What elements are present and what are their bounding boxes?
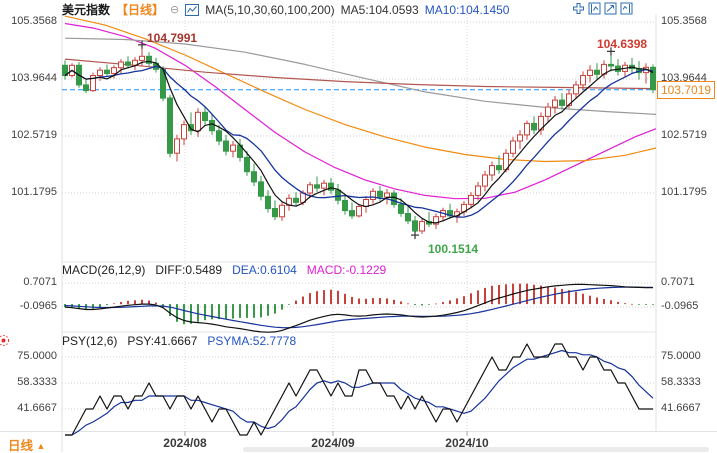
main-chart-header: 美元指数 【日线】 ⊖ MA(5,10,30,60,100,200) MA5:1… [62,1,509,18]
y-axis-label: 101.1795 [11,186,57,198]
crosshair-move-icon[interactable] [572,2,585,15]
scale-right-icon[interactable] [620,2,633,15]
macd-header: MACD(26,12,9) DIFF:0.5489 DEA:0.6104 MAC… [62,263,386,277]
psy-y-label: 75.0000 [661,350,701,362]
psy-y-label: 75.0000 [17,350,57,362]
macd-y-label: 0.7071 [661,276,695,288]
psy-y-label: 41.6667 [661,402,701,414]
triangle-up-icon: ▲ [36,441,46,451]
ma-group-label: MA(5,10,30,60,100,200) [205,2,335,17]
chart-type-icon[interactable] [185,3,200,16]
collapse-icon[interactable]: ⊖ [170,4,180,16]
pan-right-icon[interactable] [604,2,617,15]
period-high-marker: 104.7991 [147,31,198,45]
chart-toolbar [572,2,633,15]
macd-y-label: -0.0965 [19,300,57,312]
y-axis-label: 102.5719 [661,129,707,141]
macd-y-label: -0.0965 [661,300,699,312]
macd-dea-label: DEA:0.6104 [232,263,297,277]
macd-title: MACD(26,12,9) [62,263,146,277]
macd-y-label: 0.7071 [23,276,57,288]
ma5-value-label: MA5:104.0593 [340,2,419,17]
macd-diff-label: DIFF:0.5489 [155,263,223,277]
y-axis-label: 103.9644 [11,72,57,84]
psy-y-label: 41.6667 [17,402,57,414]
psy-title: PSY(12,6) [62,334,118,348]
recent-high-marker: 104.6398 [597,37,648,51]
period-selector[interactable]: 日线 ▲ [8,435,45,453]
y-axis-label: 101.1795 [661,186,707,198]
psy-y-label: 58.3333 [17,376,57,388]
psy-value-label: PSY:41.6667 [127,334,198,348]
x-axis-date-label: 2024/09 [311,436,355,450]
horizontal-scrollbar[interactable] [243,447,709,452]
y-axis-label: 105.3568 [11,15,57,27]
hot-indicator-icon[interactable] [0,334,10,347]
psy-y-label: 58.3333 [661,376,701,388]
y-axis-label: 105.3568 [661,15,707,27]
macd-value-label: MACD:-0.1229 [306,263,387,277]
symbol-name: 美元指数 [62,3,111,17]
period-tag[interactable]: 【日线】 [116,3,165,17]
x-axis-date-label: 2024/08 [163,436,207,450]
ma10-value-label: MA10:104.1450 [424,2,510,17]
period-low-marker: 100.1514 [428,242,479,256]
period-selector-label: 日线 [8,439,34,453]
y-axis-label: 102.5719 [11,129,57,141]
x-axis-date-label: 2024/10 [445,436,489,450]
last-price-box: 103.7019 [657,81,716,99]
psyma-value-label: PSYMA:52.7778 [207,334,297,348]
psy-header: PSY(12,6) PSY:41.6667 PSYMA:52.7778 [62,334,296,348]
scale-left-icon[interactable] [588,2,601,15]
